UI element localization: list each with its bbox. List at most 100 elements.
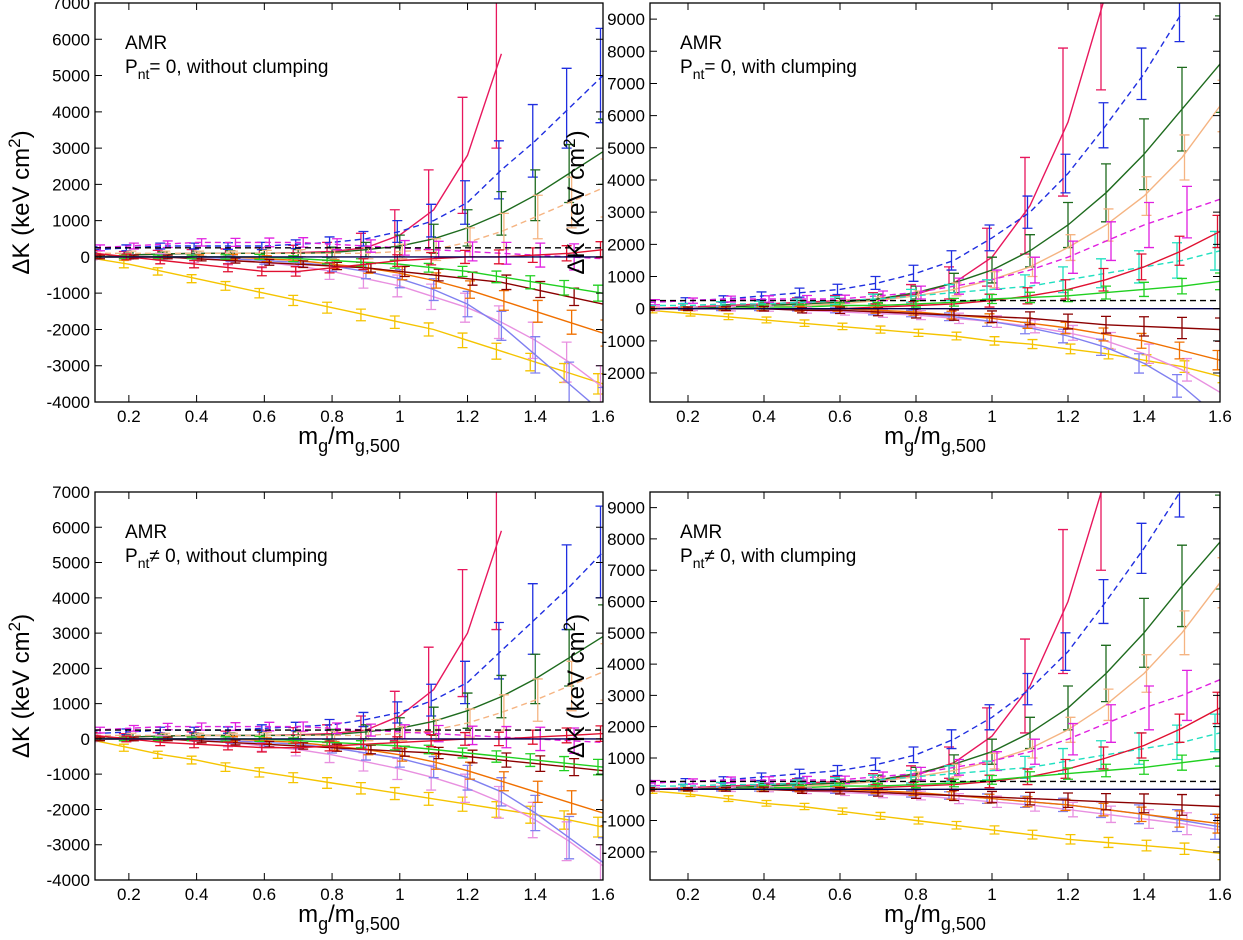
error-bar [457,332,468,349]
error-bar [460,660,471,705]
error-bar [870,757,881,772]
y-tick-label: 9000 [607,10,645,29]
series-line [650,679,1220,784]
y-label-superscript: 2 [5,138,24,147]
error-bar [569,758,580,777]
annotation-condition: Pnt≠ 0, without clumping [125,546,328,571]
condition-text: = 0, with clumping [704,57,857,78]
y-tick-label: 2000 [607,718,645,737]
annotation: AMR [680,33,722,54]
error-bar [1215,494,1220,590]
error-bar [600,158,603,218]
condition-symbol: P [680,546,693,567]
error-bar [1136,806,1147,823]
error-bar [1063,289,1073,303]
condition-text: ≠ 0, without clumping [149,546,327,567]
plot-marks [95,492,603,880]
error-bar [1179,610,1190,656]
x-label-subscript: g [318,436,328,456]
condition-symbol: P [125,546,138,567]
error-bar [1210,713,1220,753]
error-bar [264,258,275,266]
error-bar [908,264,919,282]
error-bar [564,361,575,402]
error-bar [1063,313,1073,330]
error-bar [951,820,962,830]
error-bar [566,309,577,335]
error-bar [1212,214,1220,249]
error-bar [600,643,603,701]
series-line [95,732,603,749]
error-bar [908,746,919,764]
error-bar [254,767,265,778]
y-tick-label: -3000 [47,357,90,376]
error-bar [1144,343,1154,365]
x-axis-label: mg/mg,500 [884,901,986,934]
error-bar [428,706,439,737]
error-bar [230,739,241,746]
series-line [95,241,603,260]
error-bar [1106,704,1116,743]
x-tick-label: 0.8 [904,885,928,904]
error-bar [426,203,437,238]
annotation-condition: Pnt= 0, with clumping [680,57,857,82]
x-label-subscript: g,500 [941,436,986,456]
x-tick-label: 0.6 [828,407,852,426]
error-bar [1068,722,1078,756]
error-bar [1098,578,1109,625]
error-bar [465,761,476,780]
error-bar [1141,839,1152,852]
error-bar [118,259,129,269]
y-tick-label: 1000 [52,695,90,714]
series-line [650,63,1220,310]
error-bar [1182,669,1192,722]
error-bar [875,811,886,820]
x-label-subscript: g,500 [355,914,400,934]
y-tick-label: -2000 [47,320,90,339]
x-label-subscript: g [904,914,914,934]
x-tick-label: 0.2 [117,885,141,904]
error-bar [496,777,507,807]
error-bar [1174,492,1185,518]
error-bar [467,725,478,746]
error-bar [593,758,603,776]
error-bar [152,750,163,759]
error-bar [1098,327,1109,342]
condition-subscript: nt [693,555,705,571]
series-line [95,671,603,737]
x-label-part: m [884,423,904,450]
y-label-part: ΔK (keV cm [8,631,35,758]
error-bar [532,194,543,240]
error-bar [1101,763,1111,778]
y-tick-label: -1000 [602,332,645,351]
plot-area [650,492,1220,880]
error-bar [530,336,541,374]
x-tick-label: 1 [395,885,404,904]
y-tick-label: 2000 [52,659,90,678]
error-bar [1101,315,1111,334]
error-bar [491,3,502,149]
error-bar [1060,632,1071,672]
error-bar [593,816,603,838]
annotation: AMR [125,33,167,54]
error-bar [189,740,200,749]
x-tick-label: 1.2 [1056,885,1080,904]
error-bar [598,837,603,880]
error-bar [426,683,437,717]
error-bar [457,265,468,278]
error-bar [1177,66,1187,152]
error-bar [916,285,926,300]
error-bar [1172,808,1182,833]
x-tick-label: 0.4 [752,407,776,426]
y-tick-label: 6000 [52,518,90,537]
error-bar [1139,118,1149,191]
error-bar [290,266,301,277]
y-tick-label: -2000 [602,364,645,383]
y-tick-label: 0 [636,780,645,799]
series-line [95,738,603,772]
series-line [650,198,1220,303]
error-bar [324,740,335,752]
error-bar [1212,691,1220,725]
x-label-subscript: g,500 [941,914,986,934]
error-bar [1174,3,1185,43]
